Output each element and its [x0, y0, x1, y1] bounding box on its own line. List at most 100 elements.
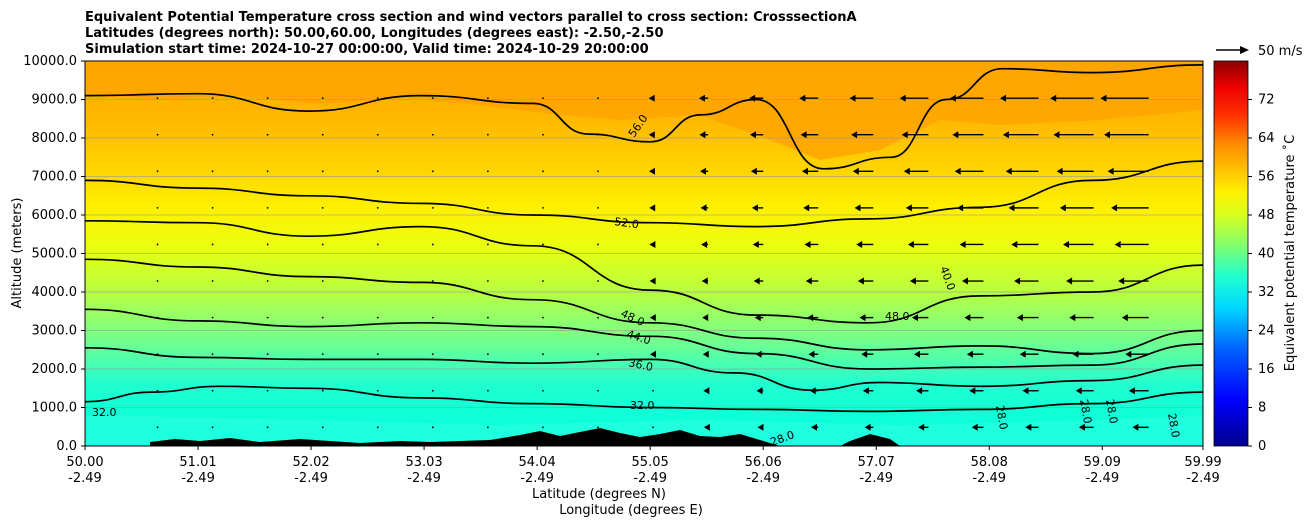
wind-vector — [486, 389, 489, 392]
wind-vector-head — [856, 241, 863, 248]
wind-vector-head — [852, 167, 859, 175]
wind-vector — [156, 170, 159, 173]
wind-vector — [211, 280, 214, 282]
wind-vector — [266, 170, 269, 173]
x-tick-label-lon: -2.49 — [68, 471, 102, 486]
wind-vector — [542, 280, 544, 282]
x-tick-label-lon: -2.49 — [520, 471, 554, 486]
wind-vector — [211, 389, 214, 392]
wind-vector-head — [750, 167, 757, 175]
wind-vector — [321, 426, 324, 429]
wind-vector-head — [700, 204, 707, 212]
wind-vector — [542, 206, 544, 209]
plot-area — [85, 61, 1203, 446]
wind-vector — [211, 133, 214, 136]
x-tick-label-lat: 54.04 — [519, 455, 556, 470]
wind-vector-head — [905, 204, 912, 212]
wind-vector-head — [1107, 167, 1114, 175]
wind-vector — [597, 170, 599, 173]
x-tick-label-lat: 52.02 — [292, 455, 329, 470]
colorbar-tick-label: 24 — [1258, 324, 1275, 339]
wind-vector-head — [1104, 131, 1110, 139]
wind-vector — [266, 133, 269, 136]
wind-vector-head — [756, 387, 763, 395]
x-tick-label-lat: 59.09 — [1084, 455, 1121, 470]
x-tick-label-lat: 53.03 — [405, 455, 442, 470]
wind-vector — [597, 426, 599, 429]
wind-vector-head — [969, 387, 976, 395]
colorbar: 0 8 16 24 32 40 48 56 64 72 Equivalent potential … — [1213, 60, 1298, 454]
wind-vector-head — [914, 350, 920, 358]
wind-vector-head — [1008, 204, 1015, 212]
wind-vector — [156, 426, 159, 429]
wind-vector — [211, 170, 214, 173]
wind-vector-head — [909, 277, 916, 285]
y-tick-label: 9000.0 — [32, 93, 78, 108]
title-line-1: Equivalent Potential Temperature cross s… — [85, 10, 857, 25]
colorbar-tick-label: 16 — [1258, 362, 1275, 377]
x-tick-label-lat: 58.08 — [971, 455, 1008, 470]
wind-vector — [266, 353, 269, 356]
wind-vector-head — [703, 423, 710, 431]
wind-vector-head — [755, 350, 762, 358]
y-tick-label: 1000.0 — [32, 401, 78, 416]
wind-vector-head — [916, 387, 923, 395]
wind-vector-head — [1025, 423, 1032, 431]
colorbar-tick-label: 48 — [1258, 208, 1275, 223]
wind-vector — [321, 353, 324, 356]
wind-vector — [486, 133, 489, 136]
x-tick-label-lon: -2.49 — [294, 471, 328, 486]
title-line-3: Simulation start time: 2024-10-27 00:00:… — [85, 42, 649, 57]
y-tick-label: 6000.0 — [32, 208, 78, 223]
wind-vector — [431, 206, 434, 209]
wind-vector-head — [1132, 423, 1139, 431]
wind-vector-head — [854, 204, 861, 212]
wind-vector-head — [954, 167, 961, 175]
x-tick-label-lat: 56.06 — [745, 455, 782, 470]
wind-vector-head — [800, 131, 807, 139]
colorbar-gradient — [1213, 60, 1249, 447]
wind-vector — [156, 206, 159, 209]
contour-label-28-b: 28.0 — [1077, 398, 1094, 424]
wind-vector-head — [1022, 387, 1029, 395]
wind-vector — [211, 243, 214, 246]
wind-vector-head — [918, 423, 925, 431]
wind-vector — [266, 316, 269, 319]
wind-vector-head — [650, 350, 656, 358]
wind-vector-head — [750, 131, 756, 139]
wind-vector-head — [901, 131, 908, 139]
wind-vector — [486, 170, 489, 173]
wind-vector-head — [1118, 277, 1125, 285]
wind-vector-head — [1072, 350, 1079, 358]
wind-vector — [486, 243, 489, 246]
wind-vector — [486, 316, 489, 319]
wind-vector — [376, 280, 379, 282]
wind-vector-head — [1050, 94, 1057, 102]
wind-vector — [321, 206, 324, 209]
wind-vector — [156, 389, 159, 392]
wind-vector — [597, 97, 599, 100]
wind-vector — [376, 243, 379, 246]
contour-label-28-c: 28.0 — [1103, 398, 1120, 424]
wind-vector-head — [805, 277, 812, 285]
wind-vector — [542, 243, 544, 246]
wind-vector-head — [1078, 423, 1085, 431]
contour-label-36: 36.0 — [627, 356, 654, 374]
contour-52 — [85, 160, 1203, 228]
wind-vector — [542, 170, 544, 173]
chart-title: Equivalent Potential Temperature cross s… — [85, 10, 857, 57]
wind-vector — [321, 170, 324, 173]
y-tick-label: 8000.0 — [32, 131, 78, 146]
wind-vector-head — [648, 94, 655, 102]
wind-vector — [266, 426, 269, 429]
wind-vector — [156, 97, 159, 100]
wind-vector-head — [962, 277, 968, 285]
upper-warm-core — [85, 61, 1203, 160]
wind-vector — [652, 426, 654, 429]
y-tick-label: 10000.0 — [23, 54, 77, 69]
wind-vector — [597, 316, 599, 319]
wind-vector-head — [903, 167, 910, 175]
wind-vector — [431, 133, 434, 136]
x-tick-label-lon: -2.49 — [972, 471, 1006, 486]
